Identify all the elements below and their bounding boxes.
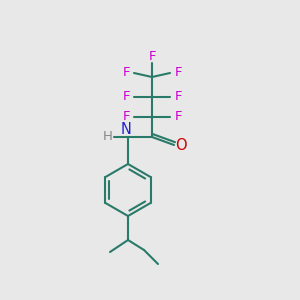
Text: F: F <box>122 110 130 124</box>
Text: O: O <box>175 139 187 154</box>
Text: F: F <box>148 50 156 62</box>
Text: N: N <box>121 122 131 137</box>
Text: F: F <box>122 91 130 103</box>
Text: H: H <box>103 130 113 142</box>
Text: F: F <box>122 65 130 79</box>
Text: F: F <box>174 65 182 79</box>
Text: F: F <box>174 110 182 124</box>
Text: F: F <box>174 91 182 103</box>
